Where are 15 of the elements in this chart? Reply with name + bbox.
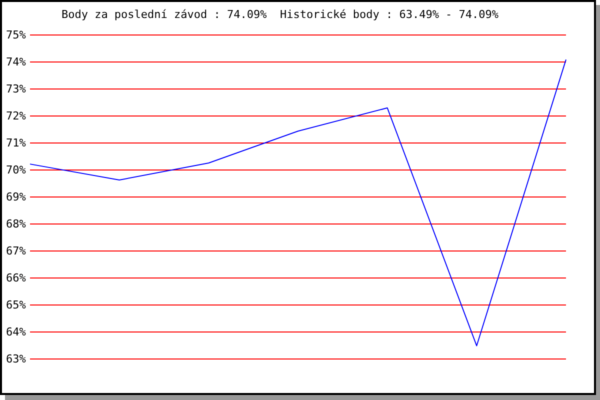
line-series (30, 59, 566, 346)
y-tick-label: 74% (6, 56, 26, 68)
chart-title: Body za poslední závod : 74.09% Historické body : 63.49% - 74.09% (61, 8, 499, 21)
y-tick-label: 68% (6, 218, 26, 230)
y-tick-label: 65% (6, 298, 26, 312)
y-tick-label: 66% (6, 272, 26, 284)
y-tick-label: 67% (6, 244, 26, 258)
y-tick-label: 70% (6, 164, 26, 176)
y-tick-label: 71% (6, 136, 26, 150)
y-tick-label: 63% (6, 352, 26, 366)
y-tick-label: 75% (6, 28, 26, 42)
y-tick-label: 64% (6, 326, 26, 338)
y-tick-label: 73% (6, 82, 26, 96)
y-tick-label: 72% (6, 110, 26, 122)
y-tick-label: 69% (6, 190, 26, 204)
